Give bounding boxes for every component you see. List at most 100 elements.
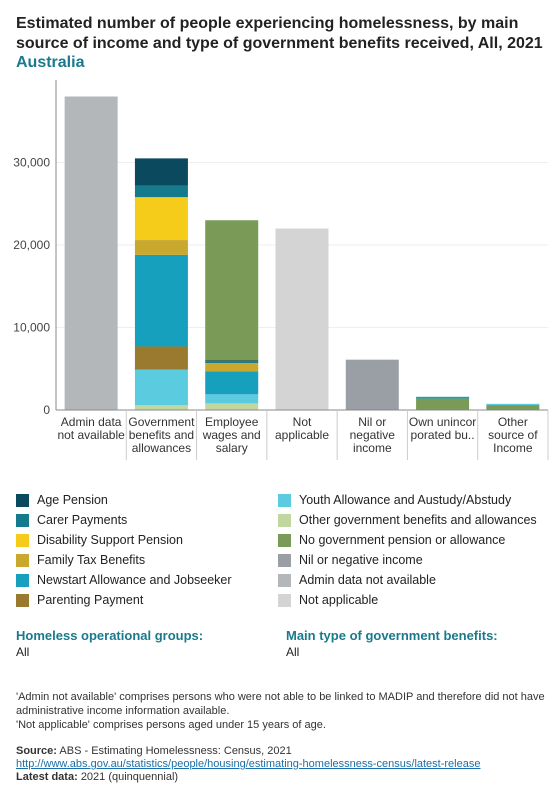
benefit-type-filter-value[interactable]: All bbox=[286, 645, 300, 659]
x-category-label: Other source of Income bbox=[488, 415, 538, 455]
legend-swatch bbox=[16, 573, 29, 587]
legend-swatch bbox=[16, 493, 29, 507]
axis-layer: 0 10,000 20,000 30,000 Admin data not availab… bbox=[13, 80, 549, 460]
x-category-label: Own unincor porated bu.. bbox=[409, 415, 476, 442]
bar-segment[interactable] bbox=[205, 362, 259, 372]
footnote-admin: 'Admin not available' comprises persons … bbox=[16, 691, 545, 717]
legend-label: Not applicable bbox=[299, 593, 379, 607]
x-category-label-line: allowances bbox=[132, 441, 191, 455]
bar-segment[interactable] bbox=[205, 361, 259, 363]
x-category-label-line: applicable bbox=[275, 428, 329, 442]
x-category-label: Nil or negative income bbox=[350, 415, 396, 455]
x-category-label-line: not available bbox=[57, 428, 125, 442]
bar-segment[interactable] bbox=[345, 359, 399, 410]
legend-item[interactable]: No government pension or allowance bbox=[278, 530, 505, 550]
x-category-label-line: Government bbox=[128, 415, 195, 429]
legend-item[interactable]: Carer Payments bbox=[16, 510, 127, 530]
y-tick-label: 0 bbox=[43, 403, 50, 417]
bar-segment[interactable] bbox=[416, 396, 470, 399]
latest-data-label: Latest data: bbox=[16, 771, 78, 783]
bar-segment[interactable] bbox=[486, 405, 540, 410]
legend-swatch bbox=[16, 513, 29, 527]
legend-item[interactable]: Newstart Allowance and Jobseeker bbox=[16, 570, 232, 590]
bar-segment[interactable] bbox=[134, 197, 188, 241]
x-category-label-line: Not bbox=[293, 415, 312, 429]
x-category-label-line: negative bbox=[350, 428, 396, 442]
legend-swatch bbox=[278, 513, 291, 527]
footnote-not-applicable: 'Not applicable' comprises persons aged … bbox=[16, 719, 326, 731]
bar-segment[interactable] bbox=[205, 220, 259, 361]
x-category-label: Admin data not available bbox=[57, 415, 125, 442]
legend-label: Disability Support Pension bbox=[37, 533, 183, 547]
bar-segment[interactable] bbox=[134, 240, 188, 255]
bar-segment[interactable] bbox=[205, 403, 259, 410]
homeless-groups-filter-value[interactable]: All bbox=[16, 645, 30, 659]
y-tick-label: 30,000 bbox=[13, 156, 50, 170]
legend-swatch bbox=[16, 533, 29, 547]
y-tick-label: 10,000 bbox=[13, 321, 50, 335]
legend-label: No government pension or allowance bbox=[299, 533, 506, 547]
legend-swatch bbox=[16, 593, 29, 607]
bar-segment[interactable] bbox=[134, 254, 188, 347]
x-category-label: Not applicable bbox=[275, 415, 329, 442]
bar-segment[interactable] bbox=[205, 360, 259, 362]
footnotes: 'Admin not available' comprises persons … bbox=[16, 690, 551, 732]
x-category-label-line: Income bbox=[493, 441, 533, 455]
legend-swatch bbox=[278, 553, 291, 567]
bar-chart: 0 10,000 20,000 30,000 Admin data not availab… bbox=[13, 80, 549, 460]
legend-label: Age Pension bbox=[37, 493, 108, 507]
x-category-label-line: porated bu.. bbox=[411, 428, 475, 442]
bar-segment[interactable] bbox=[205, 394, 259, 404]
x-category-label: Government benefits and allowances bbox=[128, 415, 195, 455]
bar-segment[interactable] bbox=[134, 185, 188, 198]
legend-label: Nil or negative income bbox=[299, 553, 423, 567]
x-category-label-line: Other bbox=[498, 415, 528, 429]
x-category-label-line: Employee bbox=[205, 415, 259, 429]
bar-segment[interactable] bbox=[416, 398, 470, 410]
legend-item[interactable]: Youth Allowance and Austudy/Abstudy bbox=[278, 490, 511, 510]
legend-item[interactable]: Not applicable bbox=[278, 590, 378, 610]
legend-item[interactable]: Nil or negative income bbox=[278, 550, 423, 570]
bar-layer bbox=[64, 96, 540, 411]
x-category-label-line: benefits and bbox=[129, 428, 194, 442]
page-subtitle: Australia bbox=[16, 54, 85, 71]
x-category-label-line: Nil or bbox=[358, 415, 386, 429]
bar-segment[interactable] bbox=[275, 228, 329, 411]
x-category-label-line: Admin data bbox=[61, 415, 122, 429]
legend-item[interactable]: Other government benefits and allowances bbox=[278, 510, 537, 530]
benefit-type-filter-title: Main type of government benefits: bbox=[286, 628, 498, 643]
source-label: Source: bbox=[16, 745, 57, 757]
legend-item[interactable]: Family Tax Benefits bbox=[16, 550, 145, 570]
latest-data-text: 2021 (quinquennial) bbox=[80, 771, 179, 783]
bar-segment[interactable] bbox=[134, 369, 188, 406]
source-link[interactable]: http://www.abs.gov.au/statistics/people/… bbox=[16, 758, 481, 770]
x-category-label-line: wages and bbox=[202, 428, 261, 442]
y-tick-label: 20,000 bbox=[13, 238, 50, 252]
legend-label: Admin data not available bbox=[299, 573, 436, 587]
source-text: ABS - Estimating Homelessness: Census, 2… bbox=[59, 745, 292, 757]
bar-segment[interactable] bbox=[134, 346, 188, 370]
legend-label: Family Tax Benefits bbox=[37, 553, 146, 567]
page-title: Estimated number of people experiencing … bbox=[16, 15, 543, 52]
x-category-label-line: income bbox=[353, 441, 392, 455]
homeless-groups-filter-title: Homeless operational groups: bbox=[16, 628, 204, 643]
x-category-label-line: Own unincor bbox=[409, 415, 476, 429]
legend-swatch bbox=[278, 493, 291, 507]
x-category-label-line: salary bbox=[216, 441, 248, 455]
legend-item[interactable]: Disability Support Pension bbox=[16, 530, 183, 550]
bar-segment[interactable] bbox=[134, 158, 188, 186]
source-line: Source: ABS - Estimating Homelessness: C… bbox=[16, 745, 551, 758]
legend-label: Carer Payments bbox=[37, 513, 128, 527]
legend-swatch bbox=[278, 593, 291, 607]
legend-label: Newstart Allowance and Jobseeker bbox=[37, 573, 232, 587]
bar-segment[interactable] bbox=[134, 405, 188, 410]
legend-item[interactable]: Parenting Payment bbox=[16, 590, 143, 610]
legend-swatch bbox=[278, 533, 291, 547]
legend-item[interactable]: Age Pension bbox=[16, 490, 108, 510]
bar-segment[interactable] bbox=[64, 96, 118, 411]
bar-segment[interactable] bbox=[205, 371, 259, 395]
legend-item[interactable]: Admin data not available bbox=[278, 570, 436, 590]
x-category-label: Employee wages and salary bbox=[202, 415, 261, 455]
bar-segment[interactable] bbox=[486, 403, 540, 406]
x-category-label-line: source of bbox=[488, 428, 538, 442]
